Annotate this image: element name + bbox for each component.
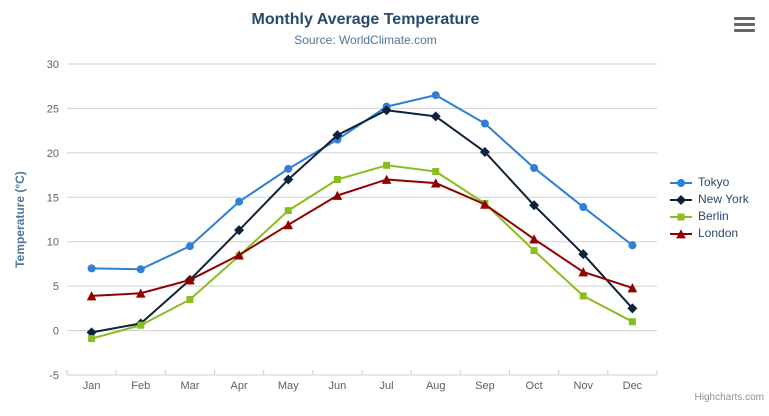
data-point-new-york-sep[interactable] <box>479 146 490 157</box>
series-line-tokyo <box>90 94 634 271</box>
data-point-tokyo-dec[interactable] <box>628 241 637 250</box>
export-menu-button[interactable] <box>732 15 757 34</box>
legend-item-berlin[interactable]: Berlin <box>669 210 749 223</box>
legend-marker-new-york-icon <box>670 194 692 205</box>
legend: Tokyo New York Berlin London <box>669 176 749 240</box>
data-point-london-sep[interactable] <box>480 199 490 209</box>
legend-item-tokyo[interactable]: Tokyo <box>669 176 749 189</box>
series-line-new-york <box>90 109 634 334</box>
data-point-new-york-jan[interactable] <box>86 327 97 338</box>
data-point-tokyo-oct[interactable] <box>530 163 539 172</box>
data-point-berlin-nov[interactable] <box>579 292 587 300</box>
x-axis-label: Jul <box>380 380 394 392</box>
legend-symbol <box>677 213 685 220</box>
data-point-london-dec[interactable] <box>627 283 638 293</box>
hamburger-icon <box>734 23 755 26</box>
data-point-berlin-jun[interactable] <box>333 176 341 184</box>
data-point-berlin-dec[interactable] <box>628 318 636 326</box>
x-axis-label: May <box>278 380 299 392</box>
legend-item-london[interactable]: London <box>669 227 749 240</box>
data-point-tokyo-apr[interactable] <box>235 197 244 206</box>
data-point-london-jul[interactable] <box>381 174 392 184</box>
data-point-tokyo-nov[interactable] <box>579 203 588 212</box>
y-axis-label: 20 <box>47 148 59 160</box>
data-point-tokyo-may[interactable] <box>284 164 293 173</box>
x-axis-label: Jun <box>329 380 347 392</box>
data-point-new-york-nov[interactable] <box>578 249 589 260</box>
legend-item-new-york[interactable]: New York <box>669 193 749 206</box>
highcharts-credit-link[interactable]: Highcharts.com <box>694 392 764 403</box>
y-axis-label: 10 <box>47 237 59 249</box>
y-axis-label: 0 <box>53 326 59 338</box>
legend-symbol <box>677 178 685 187</box>
data-point-berlin-may[interactable] <box>284 207 292 215</box>
x-axis-label: Jan <box>83 380 101 392</box>
y-axis-label: -5 <box>49 370 59 382</box>
data-point-tokyo-sep[interactable] <box>480 119 489 128</box>
data-point-berlin-jul[interactable] <box>383 161 391 169</box>
data-point-london-jun[interactable] <box>332 190 343 200</box>
y-axis-label: 30 <box>47 59 59 71</box>
x-axis-label: Aug <box>426 380 446 392</box>
data-point-new-york-oct[interactable] <box>529 200 540 211</box>
chart-subtitle: Source: WorldClimate.com <box>294 33 437 47</box>
data-point-london-jan[interactable] <box>86 291 97 301</box>
data-point-berlin-mar[interactable] <box>186 295 194 303</box>
y-axis-label: 5 <box>53 281 59 293</box>
data-point-tokyo-mar[interactable] <box>185 242 194 251</box>
data-point-berlin-oct[interactable] <box>530 247 538 255</box>
data-point-london-aug[interactable] <box>430 178 441 188</box>
data-point-tokyo-aug[interactable] <box>431 91 440 100</box>
x-axis-label: Sep <box>475 380 495 392</box>
x-axis-label: Oct <box>526 380 543 392</box>
x-axis-label: Nov <box>573 380 593 392</box>
y-axis-label: 15 <box>47 192 59 204</box>
data-point-london-nov[interactable] <box>578 267 589 277</box>
legend-marker-london-icon <box>670 228 692 238</box>
legend-label: Tokyo <box>698 175 730 189</box>
x-axis-label: Dec <box>623 380 643 392</box>
series-line-berlin <box>90 164 634 340</box>
data-point-london-oct[interactable] <box>529 234 539 244</box>
x-axis-label: Mar <box>180 380 199 392</box>
y-axis-title: Temperature (°C) <box>13 171 27 268</box>
data-point-london-apr[interactable] <box>234 250 244 260</box>
legend-marker-tokyo-icon <box>670 178 692 187</box>
x-axis-label: Apr <box>231 380 248 392</box>
data-point-berlin-jan[interactable] <box>88 335 96 343</box>
data-point-new-york-may[interactable] <box>283 174 294 185</box>
data-point-new-york-jul[interactable] <box>381 105 392 116</box>
data-point-new-york-apr[interactable] <box>234 225 245 236</box>
data-point-london-may[interactable] <box>283 220 294 230</box>
data-point-london-feb[interactable] <box>135 288 146 298</box>
legend-label: Berlin <box>698 209 729 223</box>
hamburger-icon <box>734 17 755 20</box>
legend-label: London <box>698 226 739 240</box>
legend-symbol <box>676 194 686 205</box>
data-point-tokyo-jan[interactable] <box>87 264 96 273</box>
legend-symbol <box>676 228 686 238</box>
y-axis-label: 25 <box>47 103 59 115</box>
chart-title: Monthly Average Temperature <box>251 11 480 28</box>
series-line-london <box>90 178 634 297</box>
data-point-london-mar[interactable] <box>185 275 195 285</box>
legend-marker-berlin-icon <box>670 213 692 220</box>
legend-label: New York <box>698 192 749 206</box>
data-point-tokyo-feb[interactable] <box>136 265 145 274</box>
data-point-berlin-feb[interactable] <box>137 321 145 329</box>
data-point-new-york-jun[interactable] <box>332 130 343 141</box>
data-point-new-york-dec[interactable] <box>627 303 638 314</box>
hamburger-icon <box>734 29 755 32</box>
x-axis-label: Feb <box>131 380 150 392</box>
data-point-new-york-aug[interactable] <box>430 111 441 122</box>
data-point-berlin-aug[interactable] <box>432 168 440 176</box>
